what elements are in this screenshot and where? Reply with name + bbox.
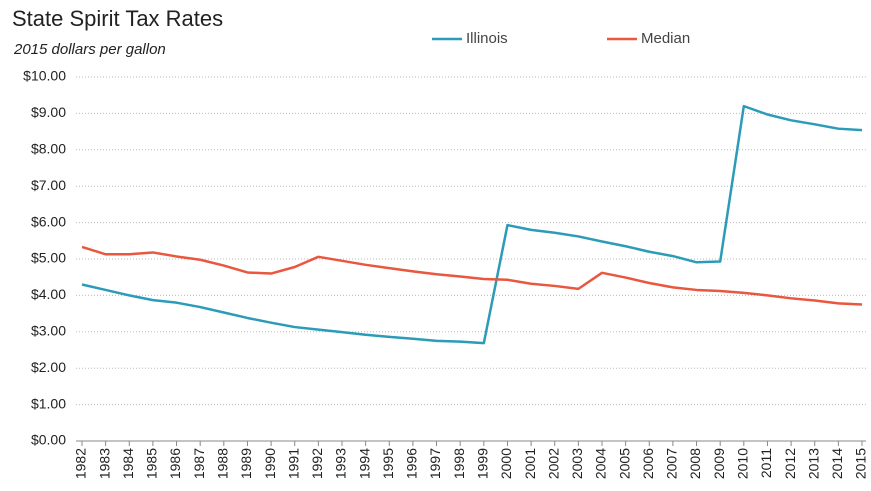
legend-label: Median <box>641 30 690 47</box>
x-tick-label: 1985 <box>144 448 160 479</box>
x-tick-label: 2000 <box>498 448 514 479</box>
x-tick-label: 1984 <box>120 448 136 479</box>
x-tick-label: 1988 <box>215 448 231 479</box>
x-tick-label: 1995 <box>380 448 396 479</box>
y-tick-label: $1.00 <box>31 395 66 411</box>
x-tick-label: 1997 <box>427 448 443 479</box>
x-tick-label: 2002 <box>545 448 561 479</box>
x-tick-label: 1987 <box>191 448 207 479</box>
x-tick-label: 2001 <box>522 448 538 479</box>
chart-subtitle: 2015 dollars per gallon <box>13 41 166 58</box>
x-tick-label: 2004 <box>593 448 609 479</box>
x-tick-label: 2010 <box>735 448 751 479</box>
x-tick-label: 2003 <box>569 448 585 479</box>
x-tick-label: 2011 <box>758 448 774 478</box>
y-tick-label: $4.00 <box>31 286 66 302</box>
x-tick-label: 2012 <box>782 448 798 479</box>
x-tick-label: 1990 <box>262 448 278 479</box>
chart-title: State Spirit Tax Rates <box>12 6 223 31</box>
x-tick-label: 1994 <box>356 448 372 479</box>
x-tick-label: 1982 <box>73 448 89 479</box>
y-tick-label: $2.00 <box>31 359 66 375</box>
y-tick-label: $8.00 <box>31 141 66 157</box>
x-tick-label: 1989 <box>238 448 254 479</box>
series-line <box>81 245 863 306</box>
x-tick-label: 2006 <box>640 448 656 479</box>
x-tick-label: 2007 <box>664 448 680 479</box>
x-tick-label: 1993 <box>333 448 349 479</box>
x-tick-label: 1991 <box>285 448 301 479</box>
x-tick-label: 2015 <box>853 448 869 479</box>
y-tick-label: $0.00 <box>31 432 66 448</box>
legend-label: Illinois <box>466 30 508 47</box>
series-line <box>81 104 863 345</box>
x-tick-label: 2008 <box>687 448 703 479</box>
x-tick-label: 1999 <box>475 448 491 479</box>
x-tick-label: 2005 <box>616 448 632 479</box>
y-tick-label: $5.00 <box>31 250 66 266</box>
x-tick-label: 2009 <box>711 448 727 479</box>
x-tick-label: 1992 <box>309 448 325 479</box>
x-tick-label: 2013 <box>805 448 821 479</box>
y-tick-label: $6.00 <box>31 213 66 229</box>
x-tick-label: 2014 <box>829 448 845 479</box>
y-tick-label: $7.00 <box>31 177 66 193</box>
x-tick-label: 1998 <box>451 448 467 479</box>
x-tick-label: 1986 <box>167 448 183 479</box>
x-tick-label: 1996 <box>404 448 420 479</box>
y-tick-label: $10.00 <box>23 68 66 84</box>
x-tick-label: 1983 <box>96 448 112 479</box>
y-tick-label: $3.00 <box>31 323 66 339</box>
y-tick-label: $9.00 <box>31 104 66 120</box>
